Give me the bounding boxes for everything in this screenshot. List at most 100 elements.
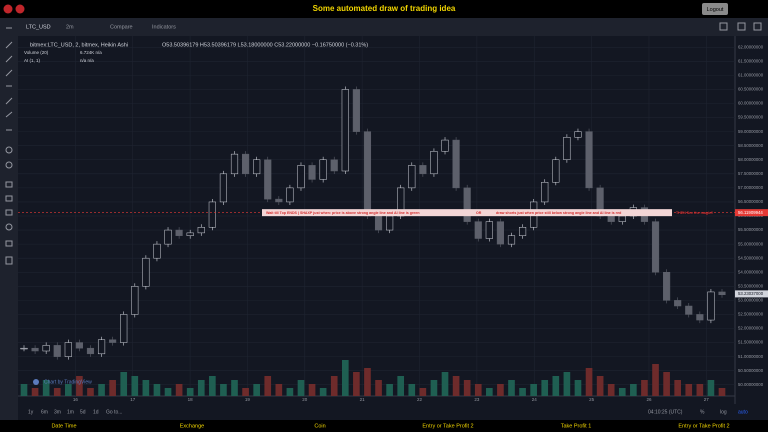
footer-column: Exchange xyxy=(180,423,204,429)
date-tick-label: 19 xyxy=(245,397,251,402)
banner-text: THEN See the magic!! xyxy=(676,211,713,215)
volume-bar xyxy=(530,384,537,396)
volume-bar xyxy=(486,388,493,396)
legend-series: bitmex:LTC_USD, 2, bitmex, Heikin Ashi xyxy=(30,42,128,48)
log-toggle[interactable]: log xyxy=(720,409,727,415)
volume-bar xyxy=(585,368,593,396)
tool-icon[interactable] xyxy=(5,240,13,247)
candle-body xyxy=(463,187,471,222)
tool-icon[interactable] xyxy=(5,195,13,202)
candle-body xyxy=(563,137,571,160)
tool-icon[interactable] xyxy=(5,146,13,154)
candle-body xyxy=(175,229,183,236)
candle-body xyxy=(541,182,549,203)
tool-icon[interactable] xyxy=(5,111,13,118)
range-button[interactable]: 5d xyxy=(80,409,86,415)
symbol[interactable]: LTC_USD xyxy=(26,24,51,30)
volume-bar xyxy=(297,380,305,396)
volume-bar xyxy=(408,384,416,396)
logout-button[interactable] xyxy=(702,3,728,15)
price-tick-label: 58.50000000 xyxy=(738,143,764,148)
tool-icon[interactable] xyxy=(5,69,13,77)
indicators-button[interactable]: Indicators xyxy=(152,24,176,30)
snapshot-icon[interactable] xyxy=(753,22,762,31)
volume-bar xyxy=(508,380,515,396)
range-button[interactable]: 1d xyxy=(93,409,99,415)
candle-body xyxy=(86,347,95,355)
price-tick-label: 55.50000000 xyxy=(738,227,764,232)
volume-bar xyxy=(308,384,316,396)
volume-bar xyxy=(630,384,637,396)
app-title: Some automated draw of trading idea xyxy=(313,4,456,13)
compare-button[interactable]: Compare xyxy=(110,24,133,30)
logout-label[interactable]: Logout xyxy=(707,7,724,13)
tool-icon[interactable] xyxy=(5,181,13,188)
fullscreen-icon[interactable] xyxy=(737,22,746,31)
app-icon[interactable] xyxy=(15,4,25,14)
auto-toggle[interactable]: auto xyxy=(738,409,748,415)
volume-bar xyxy=(430,380,438,396)
candle-body xyxy=(707,291,715,321)
price-tick-label: 59.50000000 xyxy=(738,115,764,120)
price-tick-label: 60.50000000 xyxy=(738,87,764,92)
volume-bar xyxy=(452,376,460,396)
tool-icon[interactable] xyxy=(5,41,13,49)
candle-body xyxy=(64,342,72,357)
candle-body xyxy=(685,305,693,315)
price-tick-label: 50.00000000 xyxy=(738,382,764,387)
candle-body xyxy=(75,342,83,349)
candle-body xyxy=(352,89,360,132)
price-tick-label: 57.00000000 xyxy=(738,185,764,190)
app-icon[interactable] xyxy=(3,4,13,14)
candle-body xyxy=(408,165,416,189)
settings-icon[interactable] xyxy=(719,22,728,31)
top-bar xyxy=(0,0,768,18)
watermark: Chart by TradingView xyxy=(44,379,92,385)
volume-bar xyxy=(696,384,704,396)
volume-bar xyxy=(330,376,338,396)
volume-bar xyxy=(319,388,327,396)
range-button[interactable]: 3m xyxy=(54,409,61,415)
volume-bar xyxy=(652,364,659,396)
candle-body xyxy=(674,300,682,307)
candle-body xyxy=(197,227,205,234)
price-tick-label: 55.00000000 xyxy=(738,241,764,246)
range-button[interactable]: 1y xyxy=(28,409,34,415)
price-tick-label: 52.00000000 xyxy=(738,326,764,331)
price-tick-label: 54.00000000 xyxy=(738,269,764,274)
percent-toggle[interactable]: % xyxy=(700,409,705,415)
date-tick-label: 16 xyxy=(73,397,79,402)
date-tick-label: 21 xyxy=(360,397,366,402)
footer: Date Time Exchange Coin Entry or Take Profi… xyxy=(51,423,729,429)
range-bar xyxy=(18,404,768,420)
volume-bar xyxy=(142,380,150,396)
volume-bar xyxy=(253,384,260,396)
tool-icon[interactable] xyxy=(5,223,13,231)
bottom-bar xyxy=(0,420,768,432)
volume-bar xyxy=(275,384,283,396)
tool-icon[interactable] xyxy=(5,256,13,265)
current-price-label: 53.23037000 xyxy=(738,291,764,296)
range-button[interactable]: Go to... xyxy=(106,409,122,415)
watermark-logo xyxy=(33,379,39,385)
tool-icon[interactable] xyxy=(5,55,13,63)
range-button[interactable]: 1m xyxy=(67,409,74,415)
candle-body xyxy=(507,235,516,245)
candle-body xyxy=(452,139,460,189)
volume-bar xyxy=(685,384,693,396)
candle-body xyxy=(242,153,250,175)
candle-body xyxy=(120,314,128,343)
interval[interactable]: 2m xyxy=(66,24,74,30)
range-button[interactable]: 6m xyxy=(41,409,48,415)
price-tick-label: 56.50000000 xyxy=(738,199,764,204)
volume-bar xyxy=(552,376,560,396)
tool-icon[interactable] xyxy=(5,209,13,216)
candle-body xyxy=(330,159,338,172)
volume-bar xyxy=(87,388,94,396)
tool-icon[interactable] xyxy=(5,97,13,105)
tool-icon[interactable] xyxy=(5,161,13,169)
legend-ai-values: n/a n/a xyxy=(80,58,94,63)
volume-bar xyxy=(20,384,28,396)
candle-body xyxy=(153,243,161,259)
